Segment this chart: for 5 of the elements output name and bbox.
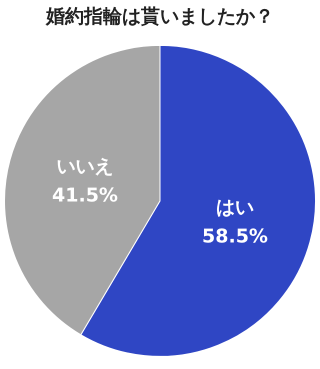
data-label: 41.5% bbox=[52, 184, 118, 206]
slice-label: はい bbox=[216, 196, 254, 218]
data-label: 58.5% bbox=[202, 225, 268, 248]
chart-title: 婚約指輪は貰いましたか？ bbox=[45, 5, 274, 28]
slice-label: いいえ bbox=[56, 155, 114, 178]
